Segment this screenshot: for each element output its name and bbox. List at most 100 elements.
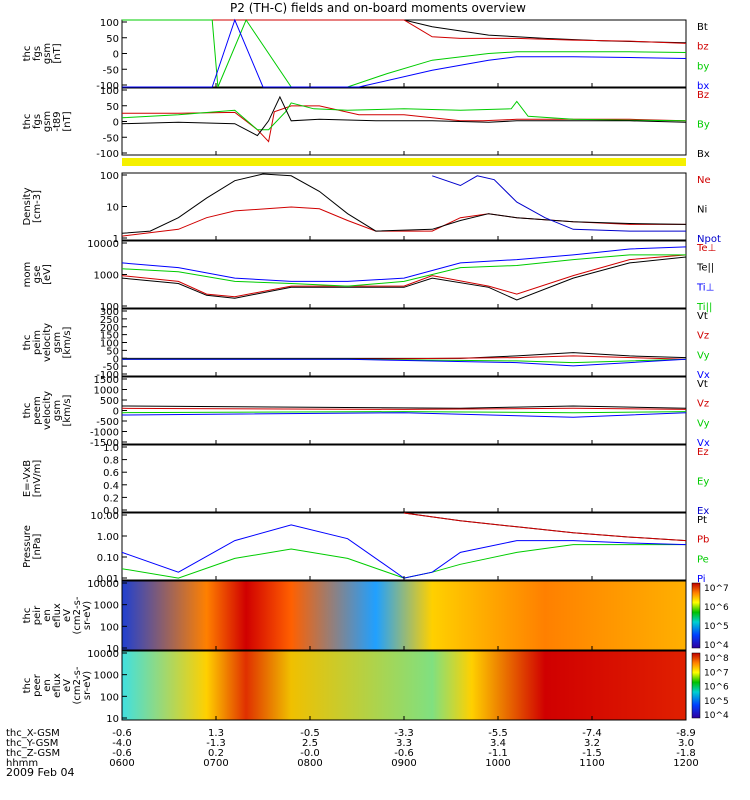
spectrogram-image [122, 651, 686, 720]
panel-8: 10^7 10^6 10^5 10^4 10000 1000 100 10 thc peir en e… [22, 579, 729, 655]
x-axis-value: 0800 [297, 758, 322, 769]
legend-label: Ey [697, 477, 709, 488]
y-tick-label: 10.00 [90, 511, 119, 522]
x-axis-value: 0900 [391, 758, 416, 769]
y-tick-label: 0.8 [103, 456, 119, 467]
panel-9: 10^8 10^7 10^6 10^5 10^4 10000 1000 100 10 thc pee… [22, 649, 729, 725]
panel-frame [121, 240, 687, 309]
colorbar [691, 582, 701, 649]
y-tick-label: 1500 [94, 375, 119, 386]
legend-label: Vy [697, 418, 710, 429]
legend-label: Vy [697, 350, 710, 361]
y-axis-label: thc [22, 608, 33, 624]
x-axis-value: -1.5 [582, 748, 602, 759]
x-axis-value: 0600 [109, 758, 134, 769]
x-axis-value: 0700 [203, 758, 228, 769]
y-axis-label: gse [32, 266, 43, 284]
y-tick-label: 250 [100, 315, 119, 326]
x-axis-value: 0.2 [208, 748, 224, 759]
y-tick-label: 0 [113, 50, 119, 61]
y-axis-label: thc [22, 403, 33, 419]
y-tick-label: 100 [100, 86, 119, 97]
x-axis-value: -7.4 [582, 728, 602, 739]
colorbar-label: 10^6 [704, 683, 729, 693]
colorbar-label: 10^6 [704, 603, 729, 613]
x-axis-value: -0.0 [300, 748, 320, 759]
x-axis-value: 1000 [485, 758, 510, 769]
y-tick-label: 10000 [87, 579, 119, 590]
y-axis-label: [mV/m] [32, 460, 43, 498]
series-line [122, 18, 687, 88]
y-tick-label: -50 [103, 65, 119, 76]
legend-label: Te⊥ [696, 243, 716, 254]
legend-label: Pi [697, 574, 706, 585]
x-axis-row-label: thc_Z-GSM [6, 748, 60, 759]
legend-label: Vt [697, 379, 708, 390]
y-tick-label: 0.2 [103, 493, 119, 504]
figure-title: P2 (TH-C) fields and on-board moments ov… [230, 1, 526, 15]
y-tick-label: -50 [103, 362, 119, 373]
y-axis-label: eflux [52, 603, 63, 628]
y-axis-label: gsm [52, 332, 63, 353]
panel-frame [121, 512, 687, 581]
y-axis-label: gsm [42, 43, 53, 64]
series-line [122, 19, 687, 44]
legend-label: Pb [697, 535, 709, 546]
y-axis-label: [eV] [42, 264, 53, 285]
y-tick-label: 0.4 [103, 481, 119, 492]
series-line [121, 246, 687, 282]
colorbar-label: 10^8 [704, 654, 729, 664]
series-line [122, 105, 687, 143]
series-line [121, 100, 687, 131]
x-axis-row-label: thc_Y-GSM [6, 738, 58, 749]
x-axis-value: -1.3 [206, 738, 226, 749]
separator-bar [122, 158, 686, 166]
y-axis-label: thc [22, 678, 33, 694]
y-axis-label: gsm [42, 111, 53, 132]
y-axis-label: [nT] [62, 111, 73, 131]
y-tick-label: 100 [100, 18, 119, 29]
y-tick-label: 10000 [87, 649, 119, 660]
colorbar-label: 10^4 [704, 641, 729, 651]
y-tick-label: 1.0 [103, 443, 119, 454]
y-axis-label: [km/s] [62, 394, 73, 426]
legend-label: Te|| [696, 263, 714, 274]
y-axis-label: eflux [52, 673, 63, 698]
y-axis-label: (cm2-s- [72, 596, 83, 634]
y-axis-label: thc [22, 335, 33, 351]
y-axis-label: fgs [32, 114, 43, 129]
y-axis-label: [nPa] [32, 533, 43, 559]
y-axis-label: en [42, 679, 53, 692]
legend-label: Bz [697, 90, 709, 101]
y-tick-label: 100 [100, 171, 119, 182]
y-axis-label: eV [62, 679, 73, 692]
y-tick-label: 100 [100, 302, 119, 313]
x-axis-value: -0.6 [112, 728, 132, 739]
y-tick-label: 100 [100, 622, 119, 633]
y-axis-label: sr-eV) [82, 671, 93, 700]
y-axis-label: sr-eV) [82, 601, 93, 630]
y-tick-label: 10000 [87, 239, 119, 250]
x-axis-value: 3.3 [396, 738, 412, 749]
y-axis-label: peir [32, 605, 43, 625]
legend-label: Ne [697, 175, 711, 186]
y-axis-label: Pressure [22, 525, 33, 568]
legend-label: Vx [697, 370, 710, 381]
y-tick-label: -50 [103, 133, 119, 144]
x-axis-value: -1.1 [488, 748, 508, 759]
y-tick-label: 0.01 [97, 574, 119, 585]
legend-label: Ti|| [696, 302, 712, 313]
y-axis-label: thc [22, 114, 33, 130]
series-line [403, 512, 687, 542]
series-line [121, 256, 687, 301]
y-axis-label: -t89 [52, 111, 63, 131]
x-axis-value: 1200 [673, 758, 698, 769]
series-line [121, 254, 687, 298]
x-axis-value: 1.3 [208, 728, 224, 739]
y-axis-label: peer [32, 673, 43, 697]
x-axis-value: -0.6 [394, 748, 414, 759]
series-line [122, 19, 687, 44]
y-tick-label: 1.00 [97, 532, 119, 543]
colorbar [691, 652, 701, 719]
